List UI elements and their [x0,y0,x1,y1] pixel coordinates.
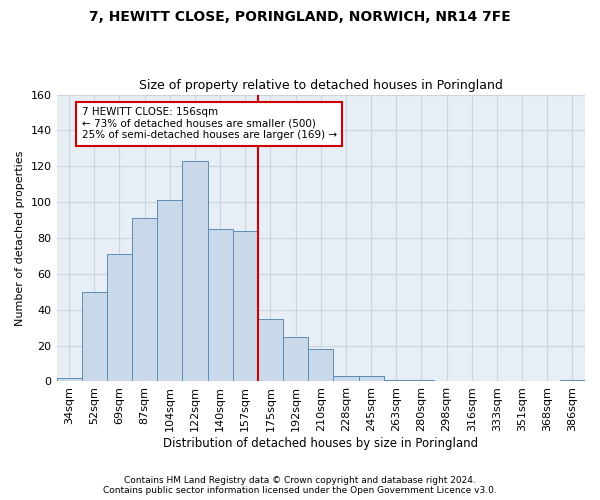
Bar [157,200,182,382]
Bar [359,376,383,382]
Text: Contains HM Land Registry data © Crown copyright and database right 2024.
Contai: Contains HM Land Registry data © Crown c… [103,476,497,495]
Bar [107,254,132,382]
Bar [233,231,258,382]
Bar [258,318,283,382]
Bar [56,378,82,382]
Bar [82,292,107,382]
Bar [409,380,434,382]
Title: Size of property relative to detached houses in Poringland: Size of property relative to detached ho… [139,79,503,92]
Bar [182,161,208,382]
Bar [560,380,585,382]
Text: 7, HEWITT CLOSE, PORINGLAND, NORWICH, NR14 7FE: 7, HEWITT CLOSE, PORINGLAND, NORWICH, NR… [89,10,511,24]
Bar [132,218,157,382]
Bar [283,336,308,382]
Bar [334,376,359,382]
Bar [383,380,409,382]
Bar [308,349,334,382]
Text: 7 HEWITT CLOSE: 156sqm
← 73% of detached houses are smaller (500)
25% of semi-de: 7 HEWITT CLOSE: 156sqm ← 73% of detached… [82,107,337,140]
Y-axis label: Number of detached properties: Number of detached properties [15,150,25,326]
Bar [208,229,233,382]
X-axis label: Distribution of detached houses by size in Poringland: Distribution of detached houses by size … [163,437,478,450]
